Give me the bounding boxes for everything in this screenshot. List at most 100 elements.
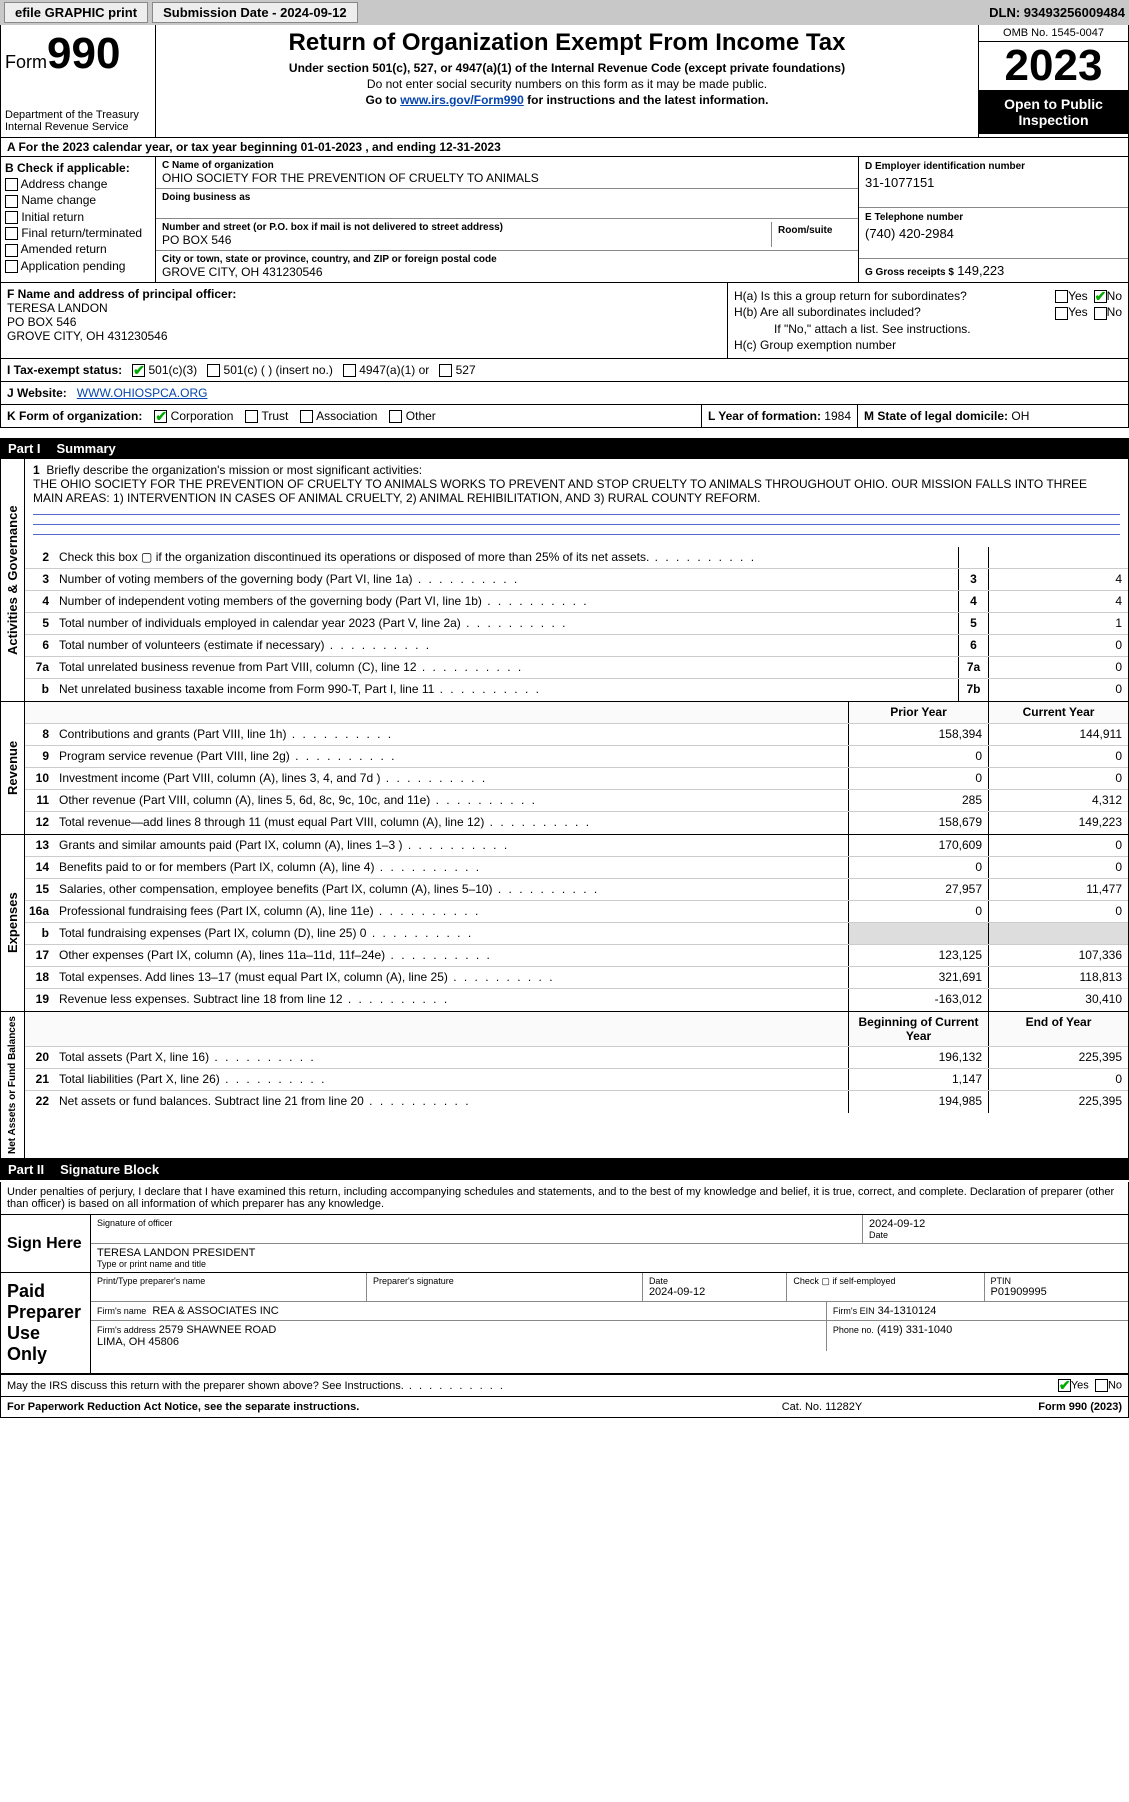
hb-note: If "No," attach a list. See instructions… bbox=[734, 322, 1122, 336]
part2-label: Part II bbox=[8, 1162, 44, 1177]
paid-preparer-label: Paid Preparer Use Only bbox=[1, 1273, 91, 1373]
name-title-label: Type or print name and title bbox=[97, 1259, 1122, 1269]
ptin-value: P01909995 bbox=[991, 1286, 1122, 1298]
check-initial-return[interactable]: Initial return bbox=[5, 210, 151, 224]
row-j-label: J Website: bbox=[7, 386, 67, 400]
check-final-return[interactable]: Final return/terminated bbox=[5, 226, 151, 240]
summary-line: bTotal fundraising expenses (Part IX, co… bbox=[25, 923, 1128, 945]
hb-label: H(b) Are all subordinates included? bbox=[734, 305, 1049, 319]
form-header-right: OMB No. 1545-0047 2023 Open to Public In… bbox=[978, 25, 1128, 137]
ha-no[interactable]: No bbox=[1094, 289, 1122, 303]
footer-paperwork: For Paperwork Reduction Act Notice, see … bbox=[7, 1401, 722, 1413]
org-association[interactable]: Association bbox=[300, 409, 377, 423]
discuss-yes[interactable]: Yes bbox=[1058, 1379, 1089, 1392]
hb-yes[interactable]: Yes bbox=[1055, 305, 1088, 319]
dln-text: DLN: 93493256009484 bbox=[989, 5, 1125, 20]
summary-line: 17Other expenses (Part IX, column (A), l… bbox=[25, 945, 1128, 967]
form-subtitle-3: Go to www.irs.gov/Form990 for instructio… bbox=[164, 93, 970, 107]
discuss-no[interactable]: No bbox=[1095, 1379, 1122, 1392]
perjury-statement: Under penalties of perjury, I declare th… bbox=[1, 1182, 1128, 1215]
mission-text: THE OHIO SOCIETY FOR THE PREVENTION OF C… bbox=[33, 477, 1120, 505]
vlabel-expenses: Expenses bbox=[1, 835, 25, 1011]
prep-date-value: 2024-09-12 bbox=[649, 1286, 780, 1298]
summary-line: 14Benefits paid to or for members (Part … bbox=[25, 857, 1128, 879]
status-501c3[interactable]: 501(c)(3) bbox=[132, 363, 197, 377]
sign-here-label: Sign Here bbox=[1, 1215, 91, 1272]
self-employed-check[interactable]: Check ▢ if self-employed bbox=[793, 1276, 977, 1287]
end-year-header: End of Year bbox=[988, 1012, 1128, 1046]
hc-label: H(c) Group exemption number bbox=[734, 338, 896, 352]
omb-number: OMB No. 1545-0047 bbox=[979, 25, 1128, 42]
discuss-text: May the IRS discuss this return with the… bbox=[7, 1380, 1058, 1392]
status-4947[interactable]: 4947(a)(1) or bbox=[343, 363, 429, 377]
website-link[interactable]: WWW.OHIOSPCA.ORG bbox=[77, 386, 208, 400]
org-other[interactable]: Other bbox=[389, 409, 435, 423]
sig-date-value: 2024-09-12 bbox=[869, 1218, 1122, 1230]
dba-label: Doing business as bbox=[162, 192, 852, 203]
firm-phone-value: (419) 331-1040 bbox=[877, 1324, 952, 1336]
gross-label: G Gross receipts $ bbox=[865, 267, 954, 278]
col-b-title: B Check if applicable: bbox=[5, 161, 151, 175]
summary-line: 9Program service revenue (Part VIII, lin… bbox=[25, 746, 1128, 768]
firm-name-label: Firm's name bbox=[97, 1306, 146, 1316]
hb-no[interactable]: No bbox=[1094, 305, 1122, 319]
summary-line: 2Check this box ▢ if the organization di… bbox=[25, 547, 1128, 569]
status-527[interactable]: 527 bbox=[439, 363, 475, 377]
netassets-header-row: Beginning of Current Year End of Year bbox=[25, 1012, 1128, 1047]
org-name: OHIO SOCIETY FOR THE PREVENTION OF CRUEL… bbox=[162, 171, 852, 185]
summary-line: bNet unrelated business taxable income f… bbox=[25, 679, 1128, 701]
form-header: Form990 Department of the Treasury Inter… bbox=[0, 25, 1129, 138]
check-name-change[interactable]: Name change bbox=[5, 193, 151, 207]
row-i-label: I Tax-exempt status: bbox=[7, 363, 122, 377]
open-inspection-badge: Open to Public Inspection bbox=[979, 90, 1128, 134]
summary-line: 10Investment income (Part VIII, column (… bbox=[25, 768, 1128, 790]
vlabel-netassets: Net Assets or Fund Balances bbox=[1, 1012, 25, 1158]
summary-line: 19Revenue less expenses. Subtract line 1… bbox=[25, 989, 1128, 1011]
firm-addr-label: Firm's address bbox=[97, 1325, 156, 1335]
mission-label: Briefly describe the organization's miss… bbox=[46, 463, 422, 477]
city-value: GROVE CITY, OH 431230546 bbox=[162, 265, 852, 279]
row-a-tax-year: A For the 2023 calendar year, or tax yea… bbox=[0, 138, 1129, 157]
tax-year: 2023 bbox=[979, 42, 1128, 90]
ha-yes[interactable]: Yes bbox=[1055, 289, 1088, 303]
phone-value: (740) 420-2984 bbox=[865, 223, 1122, 244]
revenue-header-row: Prior Year Current Year bbox=[25, 702, 1128, 724]
part1-title: Summary bbox=[57, 441, 116, 456]
efile-print-button[interactable]: efile GRAPHIC print bbox=[4, 2, 148, 23]
org-name-label: C Name of organization bbox=[162, 160, 852, 171]
dept-text: Department of the Treasury Internal Reve… bbox=[5, 109, 151, 133]
firm-name-value: REA & ASSOCIATES INC bbox=[152, 1305, 278, 1317]
gross-value: 149,223 bbox=[957, 260, 1004, 281]
domicile-value: OH bbox=[1011, 409, 1029, 423]
check-application-pending[interactable]: Application pending bbox=[5, 259, 151, 273]
org-trust[interactable]: Trust bbox=[245, 409, 288, 423]
status-501c[interactable]: 501(c) ( ) (insert no.) bbox=[207, 363, 333, 377]
signature-block: Under penalties of perjury, I declare th… bbox=[0, 1182, 1129, 1397]
summary-line: 8Contributions and grants (Part VIII, li… bbox=[25, 724, 1128, 746]
officer-addr1: PO BOX 546 bbox=[7, 315, 721, 329]
prep-name-label: Print/Type preparer's name bbox=[97, 1276, 360, 1286]
submission-date-button[interactable]: Submission Date - 2024-09-12 bbox=[152, 2, 358, 23]
summary-line: 18Total expenses. Add lines 13–17 (must … bbox=[25, 967, 1128, 989]
row-k-label: K Form of organization: bbox=[7, 409, 142, 423]
summary-line: 21Total liabilities (Part X, line 26)1,1… bbox=[25, 1069, 1128, 1091]
irs-link[interactable]: www.irs.gov/Form990 bbox=[400, 93, 524, 107]
part1-label: Part I bbox=[8, 441, 41, 456]
firm-phone-label: Phone no. bbox=[833, 1325, 874, 1335]
summary-line: 3Number of voting members of the governi… bbox=[25, 569, 1128, 591]
officer-name: TERESA LANDON bbox=[7, 301, 721, 315]
block-bcd: B Check if applicable: Address change Na… bbox=[0, 157, 1129, 283]
year-formation-value: 1984 bbox=[824, 409, 851, 423]
part1-header: Part I Summary bbox=[0, 438, 1129, 459]
check-amended-return[interactable]: Amended return bbox=[5, 242, 151, 256]
goto-pre: Go to bbox=[366, 93, 401, 107]
sig-officer-label: Signature of officer bbox=[97, 1218, 856, 1228]
footer-formno: Form 990 (2023) bbox=[922, 1401, 1122, 1413]
summary-line: 6Total number of volunteers (estimate if… bbox=[25, 635, 1128, 657]
summary-line: 5Total number of individuals employed in… bbox=[25, 613, 1128, 635]
summary-line: 16aProfessional fundraising fees (Part I… bbox=[25, 901, 1128, 923]
org-corporation[interactable]: Corporation bbox=[154, 409, 233, 423]
officer-addr2: GROVE CITY, OH 431230546 bbox=[7, 329, 721, 343]
check-address-change[interactable]: Address change bbox=[5, 177, 151, 191]
part2-title: Signature Block bbox=[60, 1162, 159, 1177]
